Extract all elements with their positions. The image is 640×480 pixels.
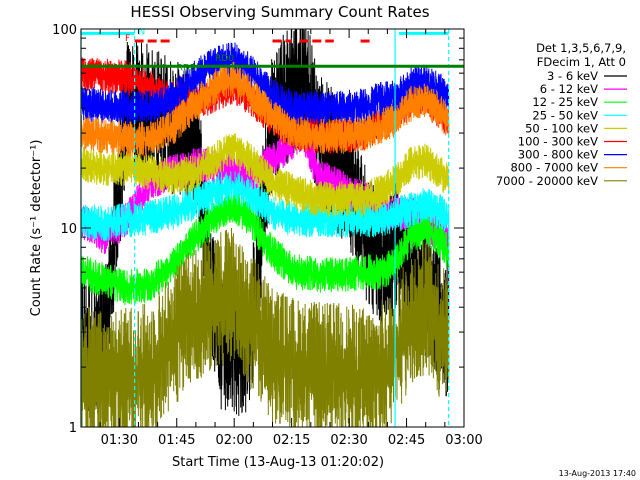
x-tick-label: 03:00 [445,433,482,448]
series-800-7000-kev [81,61,450,157]
series-50-100-kev [81,133,450,217]
legend-label-50-100-kev: 50 - 100 keV [525,121,598,135]
annotation-label-f: F [125,34,130,44]
x-tick-label: 02:00 [215,433,252,448]
x-tick-label: 02:45 [388,433,425,448]
y-tick-label: 100 [52,23,77,38]
series-300-800-kev [81,42,450,127]
footer-timestamp: 13-Aug-2013 17:40 [559,469,636,478]
legend-label-100-300-kev: 100 - 300 keV [518,135,598,149]
y-tick-label: 1 [69,421,77,436]
x-tick-label: 02:15 [273,433,310,448]
legend-label-300-800-kev: 300 - 800 keV [518,148,598,162]
x-tick-label: 01:45 [158,433,195,448]
x-tick-label: 02:30 [330,433,367,448]
y-tick-label: 10 [60,222,77,237]
series-12-25-kev [81,189,450,306]
annotation-label-rd0: RD0 [215,54,234,64]
y-axis-label: Count Rate (s⁻¹ detector⁻¹) [29,140,44,317]
legend-label-12-25-kev: 12 - 25 keV [532,95,598,109]
x-tick-label: 01:30 [101,433,138,448]
y-axis-ticks: 1 10 100 [52,23,464,436]
x-axis-ticks: 01:30 01:45 02:00 02:15 02:30 02:45 03:00 [80,29,483,448]
legend-label-3-6-kev: 3 - 6 keV [547,69,598,83]
series-7000-20000-kev [81,227,450,427]
legend-header-line-1: Det 1,3,5,6,7,9, [536,41,626,55]
x-axis-label: Start Time (13-Aug-13 01:20:02) [172,455,384,470]
annotation-label-rdb: RDB [177,63,196,73]
annotation-layer: NF RDB RD0 [80,27,464,427]
series-25-50-kev [81,171,450,242]
legend-header-line-2: FDecim 1, Att 0 [537,55,626,69]
legend: Det 1,3,5,6,7,9, FDecim 1, Att 0 3 - 6 k… [496,41,627,188]
annotation-label-n: N [138,27,145,37]
legend-label-6-12-kev: 6 - 12 keV [540,82,598,96]
legend-label-25-50-kev: 25 - 50 keV [532,108,598,122]
legend-label-800-7000-kev: 800 - 7000 keV [510,161,598,175]
chart-title: HESSI Observing Summary Count Rates [130,3,429,21]
legend-label-7000-20000-kev: 7000 - 20000 keV [496,174,598,188]
series-layer [81,29,450,427]
